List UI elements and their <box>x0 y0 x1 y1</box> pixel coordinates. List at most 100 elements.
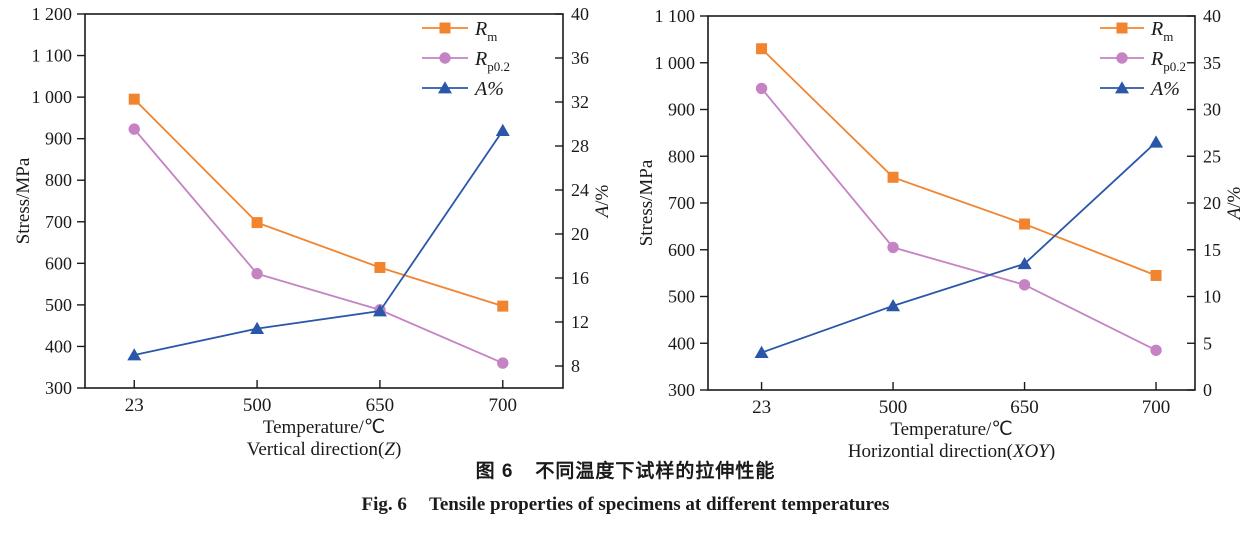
series-a-triangle-marker <box>754 345 769 358</box>
y-left-tick-label: 800 <box>668 146 695 166</box>
legend-a-triangle-marker <box>1115 81 1129 94</box>
y-left-tick-label: 900 <box>668 100 695 120</box>
legend-entry-rm: Rm <box>422 18 497 44</box>
legend-rp02-label: Rp0.2 <box>474 48 510 74</box>
x-tick-label: 23 <box>752 397 771 418</box>
legend-entry-a: A% <box>1100 78 1180 100</box>
legend-rp02-label: Rp0.2 <box>1150 48 1186 74</box>
x-tick-label: 650 <box>1010 397 1039 418</box>
x-tick-label: 500 <box>243 395 272 416</box>
caption-en-number: Fig. 6 <box>361 494 407 515</box>
series-a-triangle-marker <box>1017 256 1032 270</box>
y-right-tick-label: 20 <box>1203 193 1221 213</box>
caption-english: Fig. 6 Tensile properties of specimens at… <box>0 494 1251 516</box>
y-right-tick-label: 35 <box>1203 53 1221 73</box>
y-right-tick-label: 25 <box>1203 146 1221 166</box>
y-right-tick-label: 40 <box>571 4 589 24</box>
series-rp02-circle-marker <box>128 123 140 135</box>
y-right-tick-label: 32 <box>571 92 589 112</box>
legend-a-triangle-marker <box>438 81 452 94</box>
y-left-tick-label: 600 <box>45 253 72 273</box>
x-axis-sublabel-post: ) <box>1049 441 1055 460</box>
legend-entry-rp02: Rp0.2 <box>1100 48 1186 74</box>
chart-vertical-direction: 300 400 500 600 700 800 900 1 000 1 100 1 200 8 12 1… <box>13 4 613 460</box>
legend-a-label: A% <box>473 78 504 100</box>
y-left-tick-label: 700 <box>45 212 72 232</box>
x-axis-sublabel-post: ) <box>395 439 401 460</box>
y-right-axis-label-post: /% <box>1224 186 1245 207</box>
legend-entry-rm: Rm <box>1100 18 1173 44</box>
x-tick-label: 700 <box>1142 397 1171 418</box>
y-right-axis-label: A/% <box>1224 186 1245 221</box>
y-right-tick-label: 40 <box>1203 6 1221 26</box>
y-left-tick-label: 500 <box>668 287 695 307</box>
legend-rp02-label-base: R <box>474 48 487 70</box>
legend-entry-a: A% <box>422 78 504 100</box>
series-rm-line <box>133 98 504 307</box>
series-a-triangle-marker <box>127 348 142 361</box>
series-a-triangle-marker <box>495 123 510 136</box>
series-rm-square-marker <box>374 261 386 273</box>
series-a-triangle-marker <box>886 299 901 312</box>
y-right-tick-label: 15 <box>1203 240 1221 260</box>
legend-rm-label-base: R <box>474 18 487 40</box>
y-left-axis-label: Stress/MPa <box>13 157 34 244</box>
charts-row: 300 400 500 600 700 800 900 1 000 1 100 1 200 8 12 1… <box>13 4 1245 460</box>
y-right-tick-label: 12 <box>571 312 589 332</box>
y-right-tick-label: 36 <box>571 48 589 68</box>
y-left-tick-label: 1 000 <box>32 87 73 107</box>
legend-rp02-label-sub: p0.2 <box>487 59 510 74</box>
x-tick-label: 650 <box>366 395 395 416</box>
series-rp02-circle-marker <box>497 357 509 369</box>
legend-rm-label-sub: m <box>1163 29 1173 44</box>
series-rp02-circle-marker <box>755 82 768 95</box>
y-right-tick-label: 5 <box>1203 333 1212 353</box>
y-right-tick-label: 20 <box>571 224 589 244</box>
x-axis-sublabel-italic: XOY <box>1012 441 1051 460</box>
series-rm-square-marker <box>1019 218 1031 230</box>
legend-rm-label-sub: m <box>487 29 497 44</box>
legend-a-label: A% <box>1149 78 1180 100</box>
y-left-tick-label: 300 <box>45 378 72 398</box>
series-rm-square-marker <box>887 171 899 183</box>
series-rm-line <box>760 48 1157 277</box>
series-rm-square-marker <box>497 300 509 312</box>
y-left-tick-label: 700 <box>668 193 695 213</box>
series-a-line <box>134 130 504 356</box>
y-left-tick-label: 500 <box>45 295 72 315</box>
series-a-triangle-marker <box>250 321 265 334</box>
legend-a-label-base: A% <box>473 78 504 100</box>
legend-rp02-label-base: R <box>1150 48 1163 70</box>
x-axis-sublabel: Vertical direction(Z) <box>247 439 402 460</box>
plot-frame <box>84 13 564 389</box>
series-rp02 <box>755 82 1162 356</box>
caption-zh-number: 图 6 <box>475 461 514 482</box>
legend-rm-square-marker <box>439 22 451 34</box>
legend-entry-rp02: Rp0.2 <box>422 48 510 74</box>
series-a-line <box>761 141 1157 354</box>
series-rm-square-marker <box>251 217 263 229</box>
series-a <box>127 123 510 361</box>
x-axis-label: Temperature/℃ <box>263 417 385 438</box>
caption-en-text: Tensile properties of specimens at diffe… <box>428 494 890 515</box>
series-rm-square-marker <box>1150 269 1162 281</box>
series-rp02-circle-marker <box>251 268 263 280</box>
y-right-axis-label: A/% <box>592 184 613 219</box>
series-rm-square-marker <box>128 93 140 105</box>
x-tick-label: 500 <box>879 397 908 418</box>
y-left-tick-label: 300 <box>668 380 695 400</box>
y-left-tick-label: 600 <box>668 240 695 260</box>
series-a-triangle-marker <box>1149 135 1164 148</box>
x-axis-sublabel-italic: Z <box>384 439 395 460</box>
legend-rp02-circle-marker <box>1116 52 1128 64</box>
legend-rm-label-base: R <box>1150 18 1163 40</box>
legend-rp02-label-sub: p0.2 <box>1163 59 1186 74</box>
y-right-tick-label: 24 <box>571 180 589 200</box>
series-rp02-circle-marker <box>1150 344 1162 356</box>
y-right-axis-label-italic: A <box>1224 207 1245 221</box>
caption-chinese: 图 6 不同温度下试样的拉伸性能 <box>0 461 1251 483</box>
